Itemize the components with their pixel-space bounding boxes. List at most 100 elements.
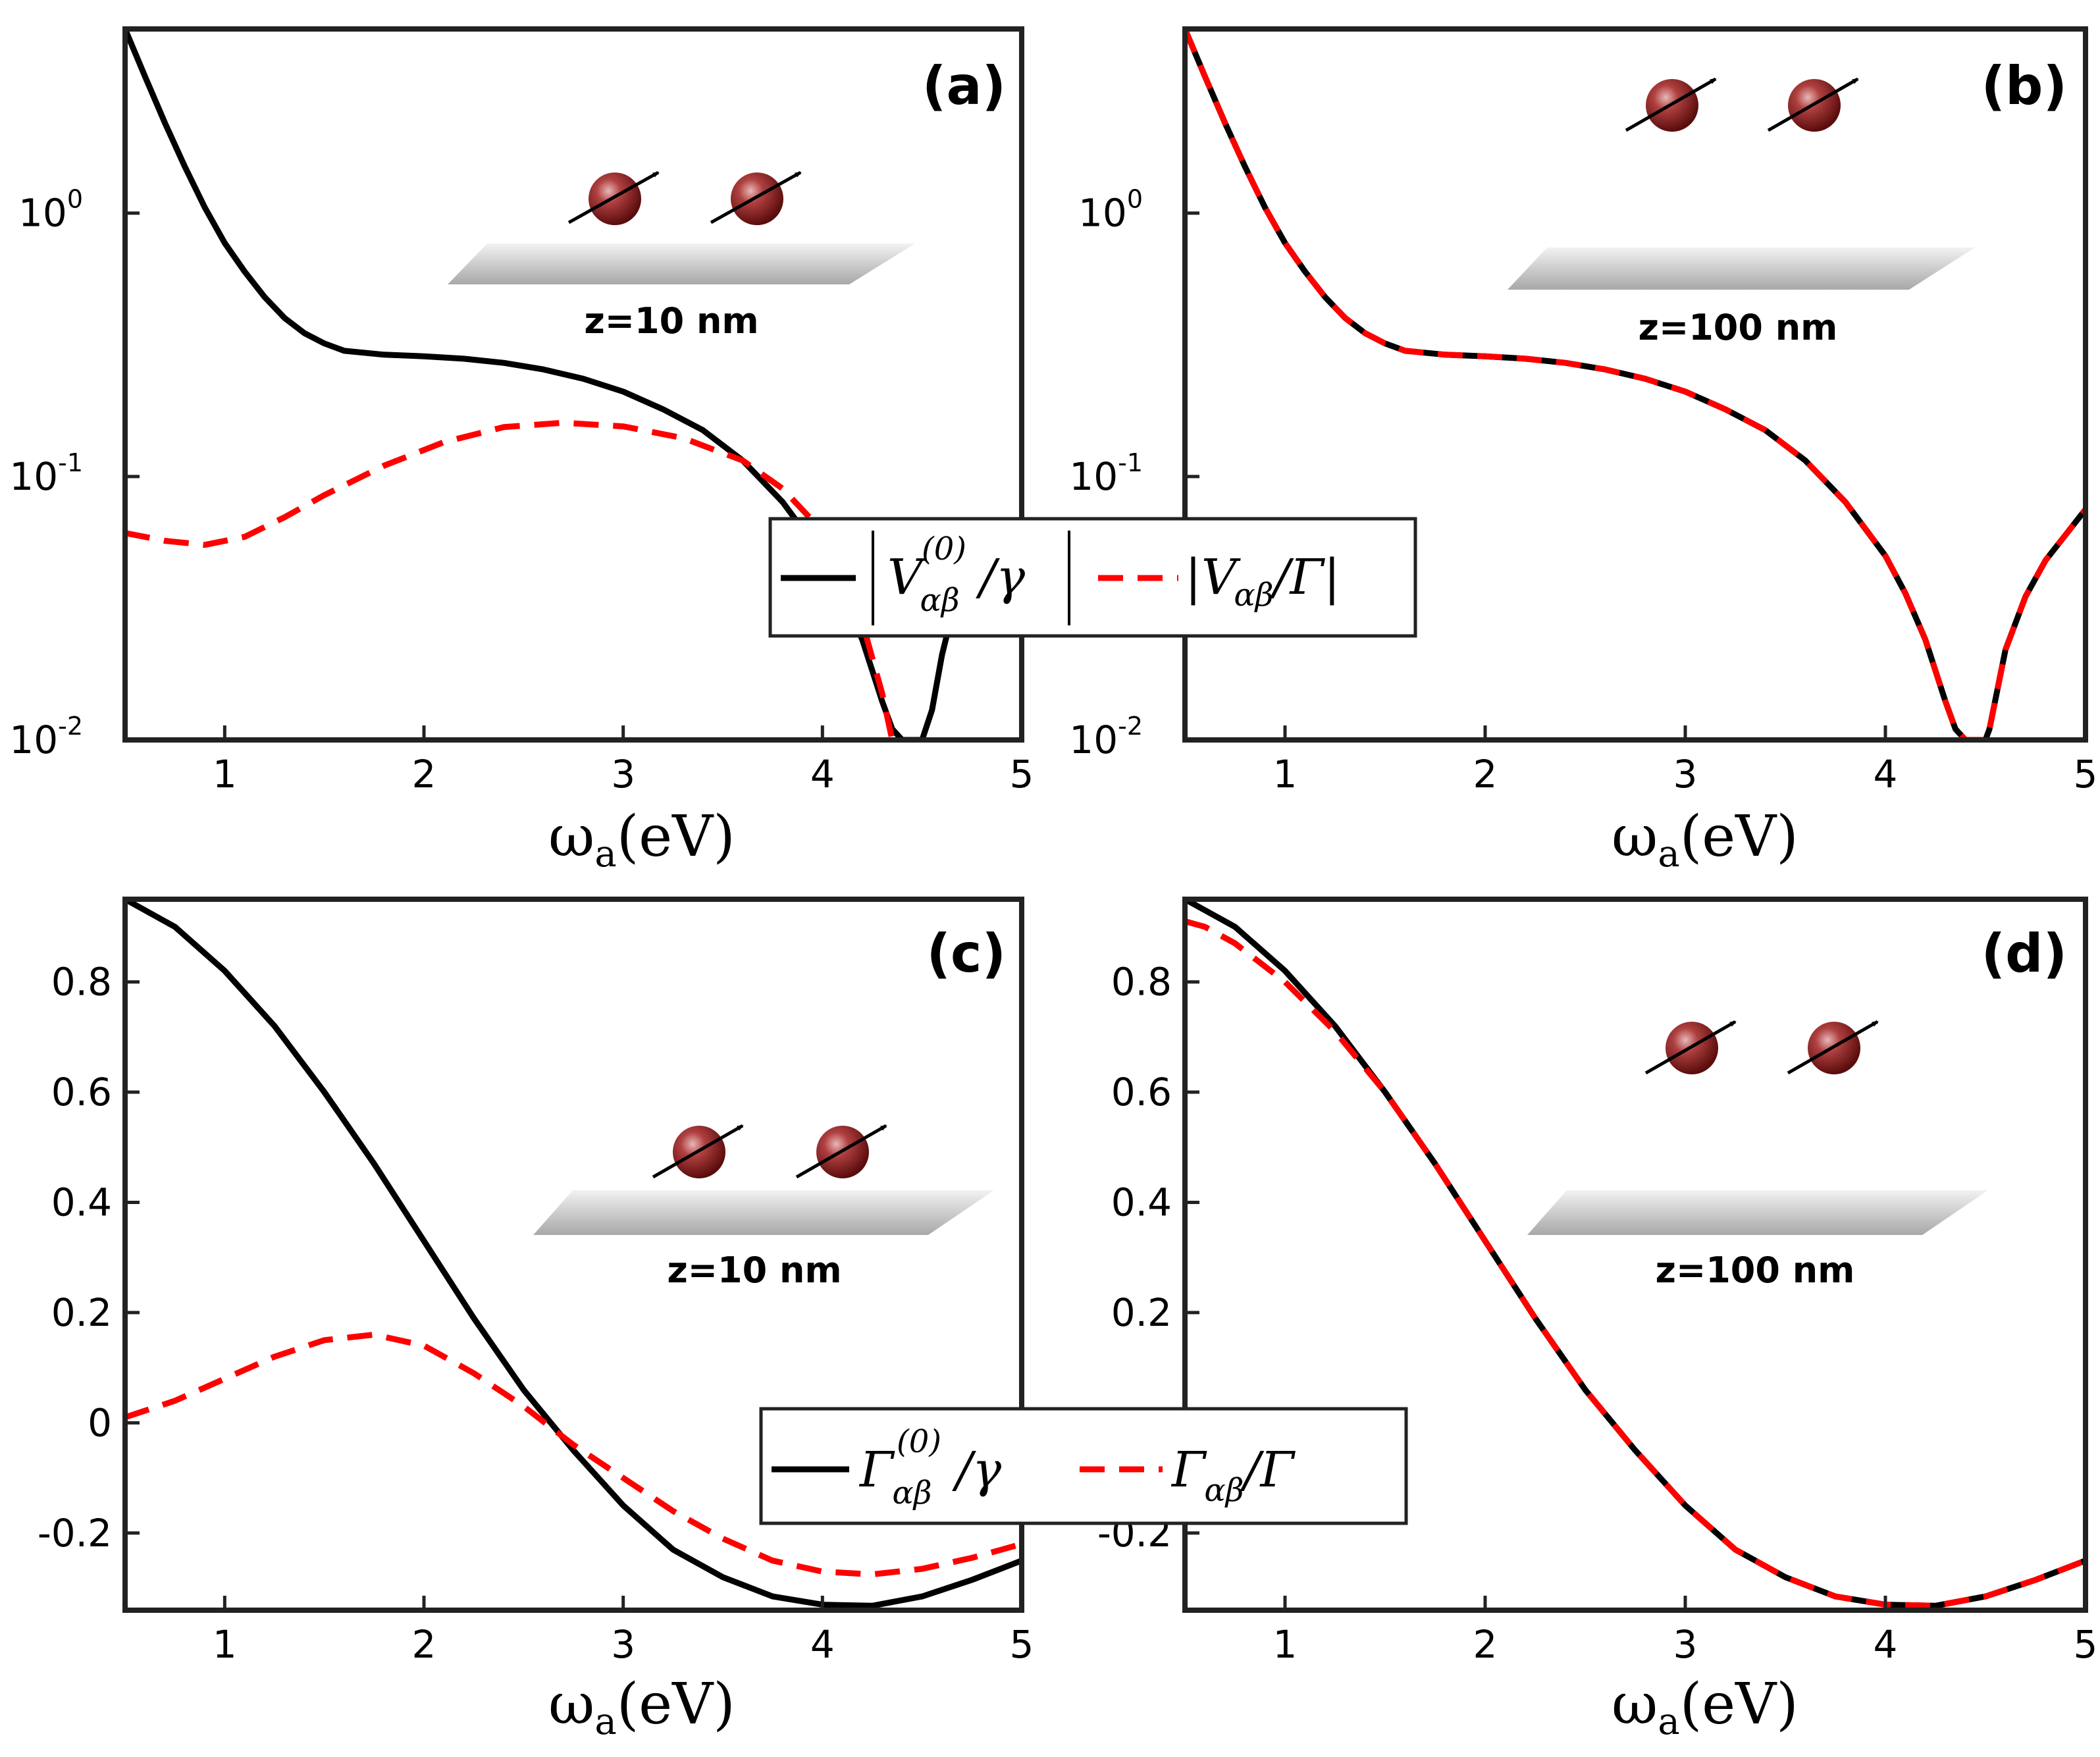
x-tick-label: 5	[1010, 1622, 1034, 1667]
x-tick-label: 4	[810, 752, 835, 797]
x-axis-label: ωa(eV)	[1612, 1671, 1798, 1743]
dipole-arrow	[1625, 77, 1717, 132]
series-line-solid	[125, 29, 955, 740]
panel-label: (d)	[1982, 923, 2067, 984]
legend-top: Vαβ(0)/γ |Vαβ/Γ|	[768, 517, 1417, 638]
legend-tail: /Γ	[1240, 1442, 1296, 1498]
series-line-dashed	[1185, 918, 2086, 1609]
legend-tail: /γ	[976, 549, 1026, 606]
dipole-arrow	[795, 1124, 887, 1179]
y-tick-label: 0.2	[51, 1290, 112, 1335]
x-tick-label: 3	[1673, 752, 1698, 797]
x-axis-label: ωa(eV)	[1612, 804, 1798, 876]
inset-schematic: z=10 nm	[448, 170, 915, 342]
x-tick-label: 2	[1473, 1622, 1498, 1667]
inset-distance-label: z=10 nm	[584, 300, 758, 342]
y-tick-label: 0.2	[1111, 1290, 1172, 1335]
y-tick-label: -0.2	[38, 1511, 112, 1556]
legend-superscript: (0)	[922, 531, 966, 567]
legend-solid-label: Vαβ (0) /γ	[887, 531, 1026, 619]
inset-distance-label: z=10 nm	[667, 1249, 841, 1291]
x-tick-label: 2	[412, 1622, 436, 1667]
legend-superscript: (0)	[897, 1423, 941, 1460]
inset-schematic: z=10 nm	[533, 1124, 994, 1291]
axes-frame	[1182, 26, 2088, 743]
axes-frame	[122, 26, 1024, 743]
x-tick-label: 1	[1273, 752, 1298, 797]
y-tick-label: 100	[18, 185, 83, 236]
y-tick-label: 0.8	[51, 960, 112, 1005]
y-tick-label: 100	[1078, 185, 1143, 236]
x-tick-label: 3	[1673, 1622, 1698, 1667]
surface-plate	[1527, 1190, 1988, 1235]
y-tick-label: 0.4	[1111, 1180, 1172, 1224]
y-tick-label: 0.8	[1111, 960, 1172, 1005]
y-tick-label: 10-1	[1069, 448, 1143, 499]
panel-label: (a)	[922, 55, 1006, 117]
x-tick-label: 5	[2074, 1622, 2098, 1667]
y-tick-label: 0.4	[51, 1180, 112, 1224]
panel-b: z=100 nm 1 2 3 4 5 100 10-1 10-2 (b) ωa(eV)	[1069, 26, 2098, 876]
dipole-arrow	[710, 170, 802, 224]
x-tick-label: 1	[1273, 1622, 1298, 1667]
y-tick-label: 10-2	[1069, 712, 1143, 762]
series-line-solid	[1185, 899, 2086, 1609]
series-line-solid	[125, 899, 1022, 1609]
legend-tail: /Γ	[1270, 549, 1326, 606]
y-tick-label: 0	[88, 1400, 112, 1445]
dipole-arrow	[652, 1124, 744, 1179]
legend-bottom: Γαβ (0) /γ Γαβ/Γ	[759, 1407, 1408, 1525]
legend-tail: /γ	[952, 1442, 1002, 1498]
legend-symbol: V	[887, 549, 927, 606]
panel-label: (c)	[926, 923, 1006, 984]
x-tick-label: 1	[213, 1622, 237, 1667]
axes-frame	[122, 897, 1024, 1613]
y-tick-label: 10-1	[9, 448, 83, 499]
x-tick-label: 4	[810, 1622, 835, 1667]
inset-schematic: z=100 nm	[1527, 1020, 1988, 1291]
dipole-arrow	[567, 170, 660, 224]
x-tick-label: 2	[1473, 752, 1498, 797]
legend-symbol: Γ	[858, 1442, 895, 1498]
atom-sphere	[731, 172, 783, 225]
legend-symbol: V	[1201, 549, 1241, 606]
panel-a: z=10 nm 1 2 3 4 5 100 10-1 10-2 (a) ωa(eV)	[9, 26, 1034, 876]
series-line-dashed	[125, 1331, 1022, 1578]
x-tick-label: 1	[213, 752, 237, 797]
surface-plate	[1508, 248, 1975, 290]
inset-schematic: z=100 nm	[1508, 77, 1975, 348]
x-tick-label: 3	[611, 1622, 635, 1667]
y-tick-label: 0.6	[1111, 1070, 1172, 1115]
surface-plate	[448, 244, 915, 284]
axes-frame	[1182, 897, 2088, 1613]
y-tick-label: 0.6	[51, 1070, 112, 1115]
x-tick-label: 5	[2074, 752, 2098, 797]
x-tick-label: 5	[1010, 752, 1034, 797]
surface-plate	[533, 1190, 994, 1235]
legend-subscript: αβ	[1234, 577, 1273, 614]
legend-box	[768, 517, 1417, 638]
x-axis-label: ωa(eV)	[548, 804, 735, 876]
panel-c: z=10 nm 1 2 3 4 5 0.8 0.6 0.4 0.2 0 -0.2 (c) ωa(eV…	[38, 897, 1034, 1743]
dipole-arrow	[1787, 1020, 1879, 1075]
dipole-arrow	[1644, 1020, 1737, 1075]
inset-distance-label: z=100 nm	[1656, 1249, 1855, 1291]
y-tick-label: 10-2	[9, 712, 83, 762]
atom-sphere	[589, 172, 641, 225]
legend-symbol: Γ	[1170, 1442, 1207, 1498]
x-tick-label: 3	[611, 752, 635, 797]
inset-distance-label: z=100 nm	[1639, 307, 1838, 348]
x-tick-label: 4	[1874, 752, 1898, 797]
legend-box	[759, 1407, 1408, 1525]
legend-dashed-label: Γαβ/Γ	[1170, 1442, 1296, 1509]
legend-solid-label: Γαβ (0) /γ	[858, 1423, 1002, 1511]
panel-label: (b)	[1982, 55, 2067, 117]
x-axis-label: ωa(eV)	[548, 1671, 735, 1743]
x-tick-label: 2	[412, 752, 436, 797]
x-tick-label: 4	[1874, 1622, 1898, 1667]
legend-subscript: αβ	[1204, 1472, 1244, 1509]
legend-subscript: αβ	[892, 1475, 932, 1511]
dipole-arrow	[1767, 77, 1859, 132]
